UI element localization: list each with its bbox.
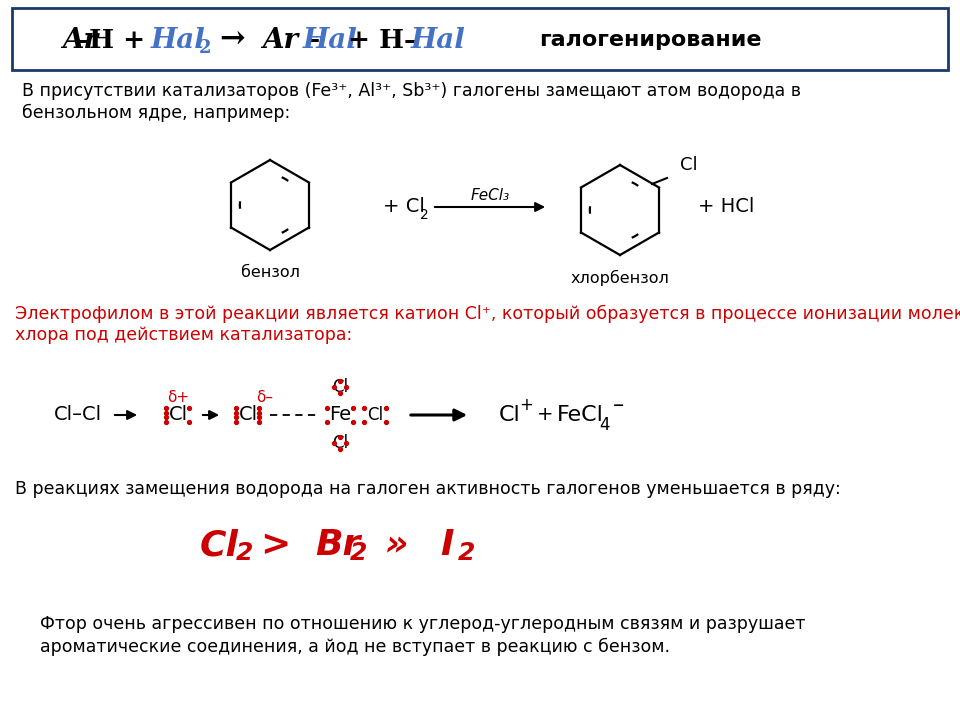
Text: –: – — [306, 27, 320, 53]
Text: хлорбензол: хлорбензол — [570, 270, 669, 286]
Text: 2: 2 — [420, 208, 429, 222]
Text: ароматические соединения, а йод не вступает в реакцию с бензом.: ароматические соединения, а йод не вступ… — [40, 638, 670, 656]
Text: Br: Br — [315, 528, 360, 562]
Text: Cl: Cl — [499, 405, 521, 425]
Text: В реакциях замещения водорода на галоген активность галогенов уменьшается в ряду: В реакциях замещения водорода на галоген… — [15, 480, 841, 498]
Text: Фтор очень агрессивен по отношению к углерод-углеродным связям и разрушает: Фтор очень агрессивен по отношению к угл… — [40, 615, 805, 633]
Text: Cl–Cl: Cl–Cl — [54, 405, 102, 425]
Text: +: + — [519, 396, 533, 414]
Text: Hal: Hal — [151, 27, 205, 53]
Text: 2: 2 — [236, 541, 253, 565]
Text: FeCl: FeCl — [557, 405, 604, 425]
Text: FeCl₃: FeCl₃ — [470, 187, 510, 202]
Text: хлора под действием катализатора:: хлора под действием катализатора: — [15, 326, 352, 344]
Text: 2: 2 — [458, 541, 475, 565]
Text: Cl: Cl — [680, 156, 698, 174]
Text: Cl: Cl — [200, 528, 239, 562]
Text: Hal: Hal — [302, 27, 357, 53]
Text: Ar: Ar — [62, 27, 98, 53]
Text: >: > — [260, 528, 290, 562]
Text: –H +: –H + — [76, 27, 155, 53]
Text: Fe: Fe — [329, 405, 351, 425]
Text: бензол: бензол — [241, 265, 300, 280]
Text: + HCl: + HCl — [698, 197, 755, 217]
Text: →: → — [219, 24, 245, 55]
Bar — [12, 8, 948, 70]
Text: –: – — [612, 395, 624, 415]
Text: δ–: δ– — [256, 390, 274, 405]
Text: галогенирование: галогенирование — [539, 30, 761, 50]
Text: В присутствии катализаторов (Fe³⁺, Al³⁺, Sb³⁺) галогены замещают атом водорода в: В присутствии катализаторов (Fe³⁺, Al³⁺,… — [22, 82, 801, 100]
Text: + Cl: + Cl — [383, 197, 425, 217]
Text: Электрофилом в этой реакции является катион Cl⁺, который образуется в процессе и: Электрофилом в этой реакции является кат… — [15, 305, 960, 323]
Text: »: » — [385, 528, 409, 562]
Text: Cl: Cl — [238, 405, 257, 425]
Text: δ+: δ+ — [167, 390, 189, 405]
Text: 2: 2 — [350, 541, 368, 565]
Text: 4: 4 — [600, 416, 611, 434]
Text: Cl: Cl — [332, 434, 348, 452]
Text: бензольном ядре, например:: бензольном ядре, например: — [22, 104, 290, 122]
Text: Ar: Ar — [262, 27, 298, 53]
Text: I: I — [440, 528, 453, 562]
Text: Cl: Cl — [367, 406, 383, 424]
Text: Hal: Hal — [411, 27, 466, 53]
Text: Cl: Cl — [168, 405, 187, 425]
Text: + H–: + H– — [348, 27, 418, 53]
Text: Cl: Cl — [332, 378, 348, 396]
Text: 2: 2 — [199, 39, 211, 57]
Text: +: + — [537, 405, 553, 425]
